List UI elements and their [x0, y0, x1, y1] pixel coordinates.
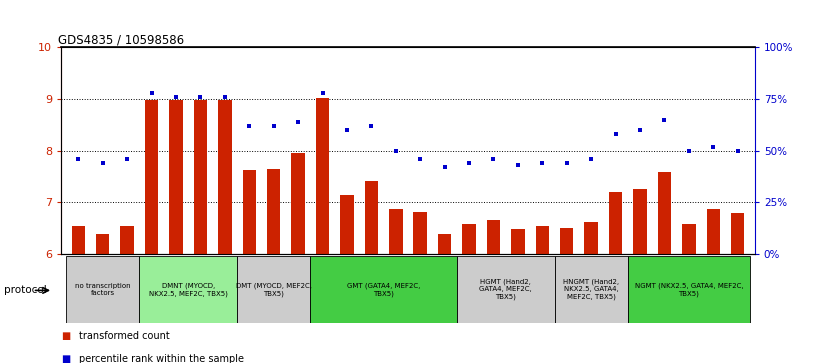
Bar: [121, 226, 134, 254]
Bar: [658, 172, 671, 254]
Text: percentile rank within the sample: percentile rank within the sample: [79, 354, 244, 363]
Text: transformed count: transformed count: [79, 331, 170, 341]
Bar: [145, 101, 158, 254]
Bar: [584, 222, 598, 254]
Bar: [555, 256, 628, 323]
Text: GMT (GATA4, MEF2C,
TBX5): GMT (GATA4, MEF2C, TBX5): [347, 282, 420, 297]
Bar: [237, 256, 310, 323]
Bar: [291, 153, 305, 254]
Bar: [438, 234, 451, 254]
Bar: [414, 212, 427, 254]
Bar: [193, 101, 207, 254]
Text: DMT (MYOCD, MEF2C,
TBX5): DMT (MYOCD, MEF2C, TBX5): [236, 282, 312, 297]
Bar: [707, 209, 720, 254]
Bar: [169, 101, 183, 254]
Bar: [463, 224, 476, 254]
Bar: [140, 256, 237, 323]
Bar: [365, 181, 378, 254]
Text: ■: ■: [61, 354, 70, 363]
Bar: [389, 209, 402, 254]
Bar: [609, 192, 623, 254]
Bar: [511, 229, 525, 254]
Text: GDS4835 / 10598586: GDS4835 / 10598586: [58, 33, 184, 46]
Bar: [457, 256, 555, 323]
Bar: [267, 169, 281, 254]
Bar: [310, 256, 457, 323]
Bar: [340, 195, 353, 254]
Text: protocol: protocol: [4, 285, 47, 295]
Bar: [218, 101, 232, 254]
Bar: [242, 170, 256, 254]
Bar: [535, 226, 549, 254]
Bar: [633, 189, 647, 254]
Bar: [487, 220, 500, 254]
Bar: [72, 226, 85, 254]
Text: NGMT (NKX2.5, GATA4, MEF2C,
TBX5): NGMT (NKX2.5, GATA4, MEF2C, TBX5): [635, 282, 743, 297]
Text: DMNT (MYOCD,
NKX2.5, MEF2C, TBX5): DMNT (MYOCD, NKX2.5, MEF2C, TBX5): [149, 282, 228, 297]
Text: no transcription
factors: no transcription factors: [75, 283, 131, 296]
Text: HNGMT (Hand2,
NKX2.5, GATA4,
MEF2C, TBX5): HNGMT (Hand2, NKX2.5, GATA4, MEF2C, TBX5…: [563, 278, 619, 301]
Bar: [560, 228, 574, 254]
Bar: [316, 98, 329, 254]
Text: ■: ■: [61, 331, 70, 341]
Bar: [96, 234, 109, 254]
Bar: [628, 256, 750, 323]
Text: HGMT (Hand2,
GATA4, MEF2C,
TBX5): HGMT (Hand2, GATA4, MEF2C, TBX5): [479, 278, 532, 301]
Bar: [66, 256, 140, 323]
Bar: [682, 224, 695, 254]
Bar: [731, 213, 744, 254]
